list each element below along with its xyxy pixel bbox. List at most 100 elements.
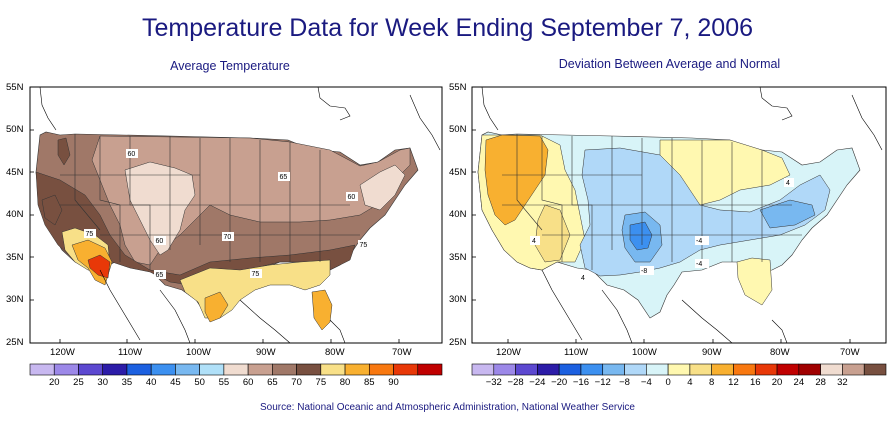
left-contour-label: 60 [348, 194, 356, 201]
right-state-lines [502, 134, 802, 270]
left-legend: 20 25 30 35 40 45 50 55 60 65 70 75 80 85 90 [29, 363, 443, 388]
legend-swatch [223, 363, 249, 376]
right-lat-label: 45N [449, 167, 467, 178]
legend-swatch [78, 363, 104, 376]
legend-label: 8 [709, 377, 714, 388]
legend-label: 32 [837, 377, 848, 388]
left-map: 60 65 60 60 70 75 65 75 75 55N 50N 45N 4… [6, 82, 443, 388]
right-zone-east-cold [759, 199, 816, 229]
legend-label: −8 [619, 377, 630, 388]
legend-swatch [272, 363, 297, 376]
right-zone-core-colder [629, 221, 653, 251]
legend-label: 25 [73, 377, 84, 388]
legend-swatch [493, 363, 516, 376]
legend-swatch [537, 363, 560, 376]
legend-label: 20 [772, 377, 783, 388]
left-lon-label: 80W [325, 347, 345, 358]
legend-swatch [471, 363, 495, 376]
legend-swatch [296, 363, 322, 376]
left-lon-label: 100W [186, 347, 211, 358]
legend-label: 4 [687, 377, 692, 388]
legend-swatch [515, 363, 538, 376]
left-zone-85-90 [87, 254, 111, 279]
legend-swatch [863, 363, 887, 376]
legend-swatch [646, 363, 669, 376]
left-lat-label: 35N [6, 252, 24, 263]
left-contour-label: 75 [86, 231, 94, 238]
left-contour-label: 65 [280, 174, 288, 181]
page-title: Temperature Data for Week Ending Septemb… [142, 14, 753, 42]
legend-swatch [776, 363, 800, 376]
legend-label: 50 [194, 377, 205, 388]
legend-label: −20 [551, 377, 567, 388]
legend-swatch [689, 363, 712, 376]
right-lat-label: 40N [449, 209, 467, 220]
legend-label: −32 [486, 377, 502, 388]
left-contour-label: 60 [128, 151, 136, 158]
right-contour-labels: 4 4 -4 -8 -4 4 [530, 178, 794, 282]
right-contour-label: 4 [581, 275, 585, 282]
legend-swatch [417, 363, 443, 376]
right-contour-label: 4 [786, 180, 790, 187]
left-lat-labels: 55N 50N 45N 40N 35N 30N 25N [6, 82, 24, 348]
right-lat-label: 30N [449, 294, 467, 305]
left-lat-label: 55N [6, 82, 24, 93]
legend-label: −12 [595, 377, 611, 388]
legend-label: −16 [573, 377, 589, 388]
legend-label: 16 [750, 377, 761, 388]
right-lat-label: 55N [449, 82, 467, 93]
legend-label: 70 [291, 377, 302, 388]
legend-label: 35 [122, 377, 133, 388]
legend-label: 28 [815, 377, 826, 388]
legend-swatch [368, 363, 394, 376]
legend-swatch [558, 363, 582, 376]
legend-swatch [126, 363, 152, 376]
legend-swatch [102, 363, 128, 376]
right-lon-labels: 120W 110W 100W 90W 80W 70W [496, 347, 860, 358]
legend-label: 24 [794, 377, 805, 388]
legend-label: 75 [316, 377, 327, 388]
right-zone-se-warm [736, 257, 773, 306]
legend-swatch [320, 363, 346, 376]
left-zone-ne [359, 164, 406, 211]
left-lat-label: 50N [6, 124, 24, 135]
legend-label: 12 [728, 377, 739, 388]
right-lon-label: 70W [840, 347, 860, 358]
legend-swatch [580, 363, 604, 376]
left-coast-lines [39, 87, 441, 343]
right-map-subtitle: Deviation Between Average and Normal [558, 57, 781, 71]
source-note: Source: National Oceanic and Atmospheric… [259, 402, 635, 413]
legend-swatch [393, 363, 419, 376]
left-map-subtitle: Average Temperature [170, 59, 290, 73]
legend-swatch [247, 363, 273, 376]
legend-label: 0 [665, 377, 670, 388]
legend-swatch [624, 363, 647, 376]
left-lat-label: 25N [6, 337, 24, 348]
legend-label: 65 [267, 377, 278, 388]
left-lon-label: 90W [256, 347, 276, 358]
legend-label: 80 [340, 377, 351, 388]
legend-label: −24 [529, 377, 545, 388]
legend-swatch [667, 363, 691, 376]
legend-swatch [733, 363, 756, 376]
right-contour-label: 4 [532, 238, 536, 245]
left-lat-ticks [30, 86, 400, 343]
right-lon-label: 110W [564, 347, 588, 358]
left-zone-sw-dark [41, 194, 63, 226]
legend-swatch [199, 363, 225, 376]
left-lat-label: 45N [6, 167, 24, 178]
left-lon-label: 110W [118, 347, 142, 358]
right-legend: −32 −28 −24 −20 −16 −12 −8 −4 0 4 8 12 16 20 24 28 32 [471, 363, 887, 388]
right-lon-label: 90W [702, 347, 722, 358]
legend-swatch [602, 363, 625, 376]
legend-swatch [53, 363, 79, 376]
left-contour-label: 70 [224, 234, 232, 241]
right-map: 4 4 -4 -8 -4 4 55N 50N 45N 40N 35N 30N 2… [449, 82, 887, 388]
left-lon-label: 120W [50, 347, 75, 358]
left-lon-label: 70W [392, 347, 412, 358]
left-zone-nw-dark [57, 137, 71, 166]
right-ticks [472, 86, 851, 343]
left-state-lines [60, 134, 360, 270]
legend-label: 30 [97, 377, 108, 388]
